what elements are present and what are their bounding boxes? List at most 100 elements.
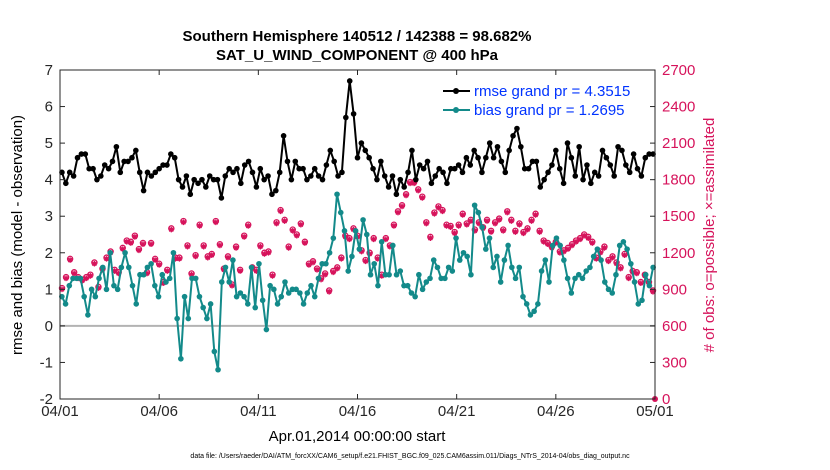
rmse-point <box>366 154 372 161</box>
bias-point <box>271 286 277 293</box>
rmse-point <box>420 165 427 172</box>
bias-point <box>88 286 95 293</box>
bias-point <box>241 293 247 300</box>
bias-point <box>490 264 497 271</box>
bias-point <box>486 235 493 241</box>
rmse-point <box>292 158 299 165</box>
chart-subtitle: SAT_U_WIND_COMPONENT @ 400 hPa <box>216 47 499 64</box>
y-left-tick-label: -1 <box>40 354 53 371</box>
bias-point <box>114 286 121 293</box>
obs-assimilated-marker <box>310 259 316 266</box>
rmse-point <box>148 173 155 179</box>
rmse-point <box>133 147 139 154</box>
bias-point <box>181 293 188 300</box>
bias-point <box>222 264 229 271</box>
rmse-point <box>335 173 341 179</box>
bias-point <box>393 271 400 278</box>
obs-assimilated-marker <box>245 223 252 229</box>
y-right-tick-label: 900 <box>662 281 687 298</box>
rmse-point <box>623 162 629 168</box>
bias-point <box>356 246 363 252</box>
obs-assimilated-marker <box>524 226 531 233</box>
bias-point <box>85 312 91 318</box>
bias-point <box>427 275 433 282</box>
obs-assimilated-marker <box>472 228 478 234</box>
rmse-point <box>642 154 649 161</box>
bias-point <box>293 286 299 293</box>
obs-assimilated-marker <box>208 252 215 259</box>
bias-point <box>561 257 567 263</box>
obs-assimilated-marker <box>217 242 223 249</box>
bias-point <box>460 249 467 256</box>
rmse-point <box>261 176 267 183</box>
bias-point <box>349 253 355 260</box>
bias-point <box>363 231 370 238</box>
obs-assimilated-marker <box>330 269 337 276</box>
rmse-point <box>300 165 306 172</box>
bias-point <box>442 275 448 282</box>
rmse-point <box>218 195 225 201</box>
bias-point <box>404 282 411 289</box>
obs-assimilated-marker <box>488 229 494 235</box>
obs-assimilated-marker <box>366 251 373 257</box>
bias-point <box>639 297 645 304</box>
bias-point <box>468 271 474 278</box>
bias-point <box>237 290 244 296</box>
obs-assimilated-marker <box>557 249 563 256</box>
rmse-point <box>490 154 497 161</box>
rmse-point <box>584 162 590 168</box>
rmse-point <box>467 162 474 168</box>
rmse-point <box>241 162 248 168</box>
rmse-point <box>152 169 159 176</box>
bias-point <box>609 290 616 296</box>
bias-point <box>631 279 638 285</box>
footer-data-file: data file: /Users/raeder/DAI/ATM_forcXX/… <box>190 453 630 460</box>
bias-point <box>531 308 537 315</box>
bias-line <box>61 193 655 371</box>
obs-assimilated-marker <box>540 239 547 245</box>
bias-point <box>549 242 556 249</box>
obs-assimilated-marker <box>395 209 401 216</box>
rmse-point <box>319 176 326 183</box>
rmse-point <box>459 169 466 176</box>
bias-point <box>207 301 214 307</box>
obs-assimilated-marker <box>407 180 413 187</box>
rmse-point <box>389 173 396 179</box>
obs-assimilated-marker <box>528 218 535 224</box>
bias-point <box>118 264 125 271</box>
obs-assimilated-marker <box>504 209 511 216</box>
obs-assimilated-marker <box>119 246 126 252</box>
bias-point <box>590 253 597 260</box>
chart-title: Southern Hemisphere 140512 / 142388 = 98… <box>183 28 532 45</box>
obs-assimilated-marker <box>447 224 454 230</box>
rmse-point <box>354 154 361 161</box>
obs-assimilated-marker <box>463 221 470 228</box>
bias-point <box>568 290 575 296</box>
obs-assimilated-marker <box>427 235 434 241</box>
rmse-point <box>296 165 302 172</box>
bias-point <box>583 268 590 274</box>
bias-point <box>416 271 422 278</box>
rmse-point <box>560 180 567 187</box>
obs-assimilated-marker <box>387 243 393 250</box>
bias-point <box>311 293 318 300</box>
rmse-point <box>187 191 194 198</box>
rmse-point <box>101 162 108 168</box>
obs-assimilated-marker <box>229 282 235 289</box>
rmse-point <box>160 162 166 168</box>
rmse-point <box>346 78 353 84</box>
rmse-point <box>362 147 369 154</box>
obs-assimilated-marker <box>233 245 239 251</box>
rmse-point <box>304 176 310 183</box>
obs-assimilated-marker <box>136 247 142 254</box>
obs-assimilated-marker <box>237 268 243 274</box>
bias-point <box>542 257 549 263</box>
rmse-point <box>498 158 505 165</box>
obs-assimilated-marker <box>516 221 523 228</box>
bias-point <box>308 282 314 289</box>
rmse-point <box>311 165 318 172</box>
bias-point <box>635 301 642 307</box>
rmse-point <box>455 162 462 168</box>
rmse-point <box>564 140 571 146</box>
rmse-point <box>315 173 322 179</box>
